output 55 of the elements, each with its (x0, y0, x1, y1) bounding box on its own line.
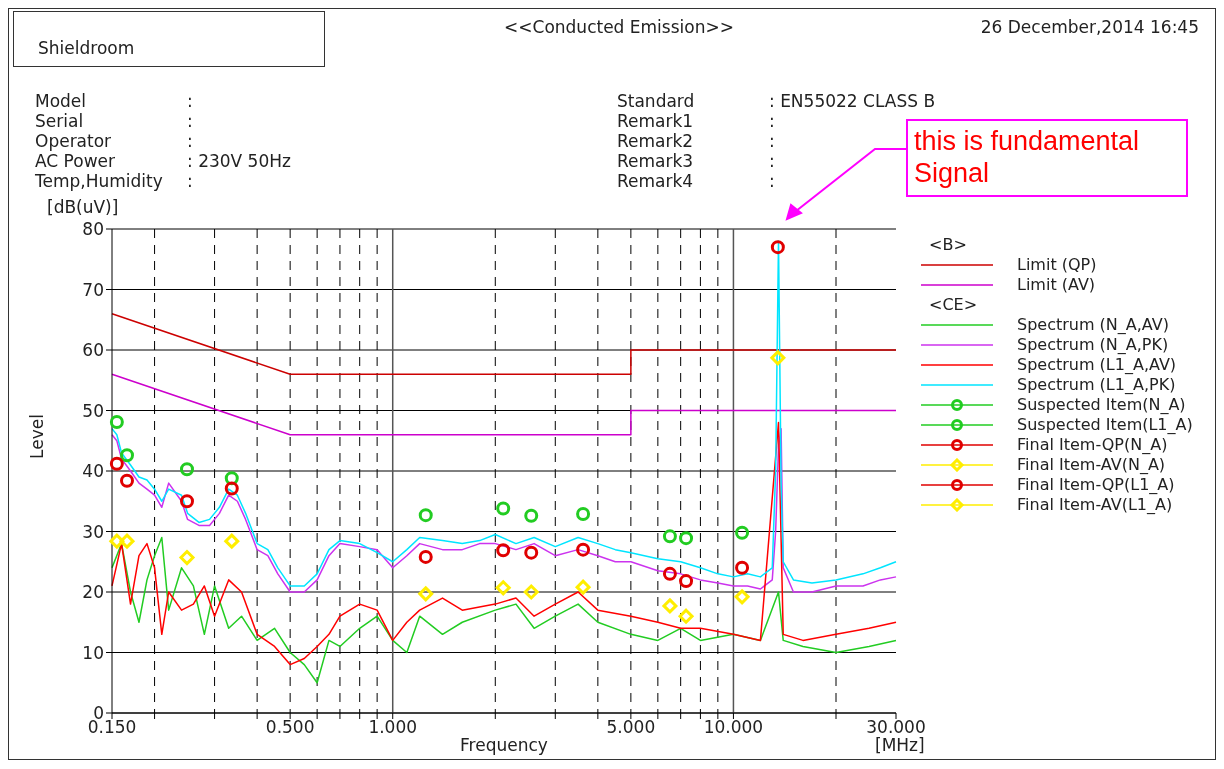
y-tick-label: 70 (82, 279, 104, 300)
legend-label: Final Item-QP(N_A) (1017, 435, 1168, 455)
text: : (187, 171, 194, 191)
x-tick-label: 1.000 (368, 717, 418, 738)
text: this is fundamental Signal (906, 119, 1188, 197)
legend-label: Limit (QP) (1017, 255, 1097, 275)
text: 26 December,2014 16:45 (980, 17, 1199, 37)
y-tick-label: 30 (82, 521, 104, 542)
x-tick-label: 10.000 (703, 717, 764, 738)
x-tick-label: 30.000 (866, 717, 926, 738)
text: : EN55022 CLASS B (769, 91, 936, 111)
text: [MHz] (875, 735, 925, 755)
text: Remark1 (617, 111, 695, 131)
legend-label: Spectrum (L1_A,AV) (1017, 355, 1177, 375)
legend-title: <B> (929, 235, 968, 255)
legend-label: Spectrum (N_A,PK) (1017, 335, 1169, 355)
legend-label: Spectrum (N_A,AV) (1017, 315, 1169, 335)
chart-title: <<Conducted Emission>> (503, 17, 735, 37)
text: AC Power (35, 151, 116, 171)
y-axis-title: Level (27, 414, 47, 459)
legend-label: Spectrum (L1_A,PK) (1017, 375, 1176, 395)
text: : (187, 111, 194, 131)
x-tick-label: 0.500 (265, 717, 315, 738)
text: : (769, 131, 775, 151)
legend-label: Suspected Item(N_A) (1017, 395, 1186, 415)
text: : (769, 151, 775, 171)
text: Standard (617, 91, 695, 111)
text: : (187, 91, 194, 111)
text: Shieldroom (38, 38, 135, 58)
text: : 230V 50Hz (187, 151, 291, 171)
legend-label: Final Item-AV(L1_A) (1017, 495, 1173, 515)
legend-label: Suspected Item(L1_A) (1017, 415, 1193, 435)
y-tick-label: 20 (82, 582, 104, 603)
text: Remark3 (617, 151, 695, 171)
text: : (769, 171, 775, 191)
y-tick-label: 80 (82, 219, 104, 240)
y-tick-label: 50 (82, 400, 104, 421)
text: [dB(uV)] (47, 197, 119, 217)
y-tick-label: 40 (82, 461, 104, 482)
text: : (187, 131, 194, 151)
text: <CE> (929, 295, 979, 315)
text: Model (35, 91, 88, 111)
y-tick-label: 60 (82, 340, 104, 361)
text: Operator (35, 131, 113, 151)
x-axis-title: Frequency (460, 735, 548, 755)
text: Serial (35, 111, 85, 131)
text: Remark2 (617, 131, 695, 151)
legend-label: Final Item-AV(N_A) (1017, 455, 1166, 475)
legend-label: Final Item-QP(L1_A) (1017, 475, 1175, 495)
text: Remark4 (617, 171, 695, 191)
text: Temp,Humidity (35, 171, 163, 191)
y-tick-label: 10 (82, 642, 104, 663)
x-tick-label: 5.000 (606, 717, 656, 738)
legend-label: Limit (AV) (1017, 275, 1096, 295)
text: : (769, 111, 775, 131)
